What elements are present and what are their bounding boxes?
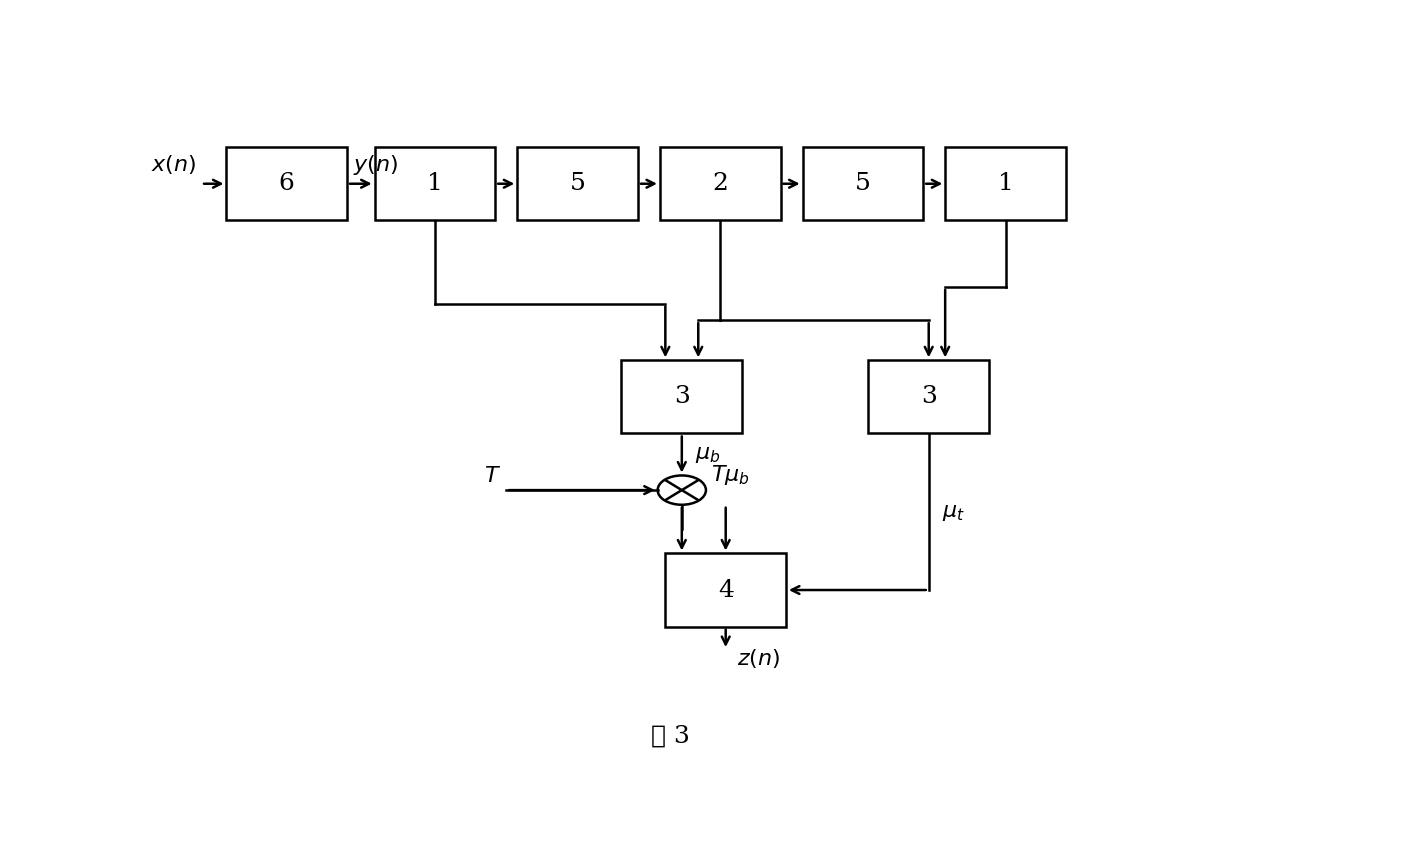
FancyBboxPatch shape — [660, 147, 780, 221]
Text: $\mu_b$: $\mu_b$ — [695, 444, 721, 465]
Text: 4: 4 — [718, 579, 733, 601]
Text: 图 3: 图 3 — [651, 725, 690, 748]
Text: 5: 5 — [855, 172, 871, 195]
Text: 1: 1 — [998, 172, 1014, 195]
FancyBboxPatch shape — [622, 360, 742, 433]
FancyBboxPatch shape — [227, 147, 347, 221]
FancyBboxPatch shape — [666, 554, 786, 626]
Text: 6: 6 — [279, 172, 295, 195]
Text: $T$: $T$ — [484, 465, 501, 487]
Text: 3: 3 — [674, 386, 690, 408]
FancyBboxPatch shape — [946, 147, 1066, 221]
Text: $z(n)$: $z(n)$ — [736, 647, 780, 670]
Text: 2: 2 — [712, 172, 728, 195]
FancyBboxPatch shape — [517, 147, 637, 221]
FancyBboxPatch shape — [374, 147, 496, 221]
FancyBboxPatch shape — [868, 360, 988, 433]
FancyBboxPatch shape — [803, 147, 923, 221]
Text: $x(n)$: $x(n)$ — [152, 153, 197, 176]
Text: 5: 5 — [569, 172, 585, 195]
Text: 3: 3 — [920, 386, 936, 408]
Text: 1: 1 — [428, 172, 443, 195]
Text: $y(n)$: $y(n)$ — [353, 153, 398, 177]
Text: $T\mu_b$: $T\mu_b$ — [711, 463, 750, 487]
Text: $\mu_t$: $\mu_t$ — [942, 501, 964, 522]
